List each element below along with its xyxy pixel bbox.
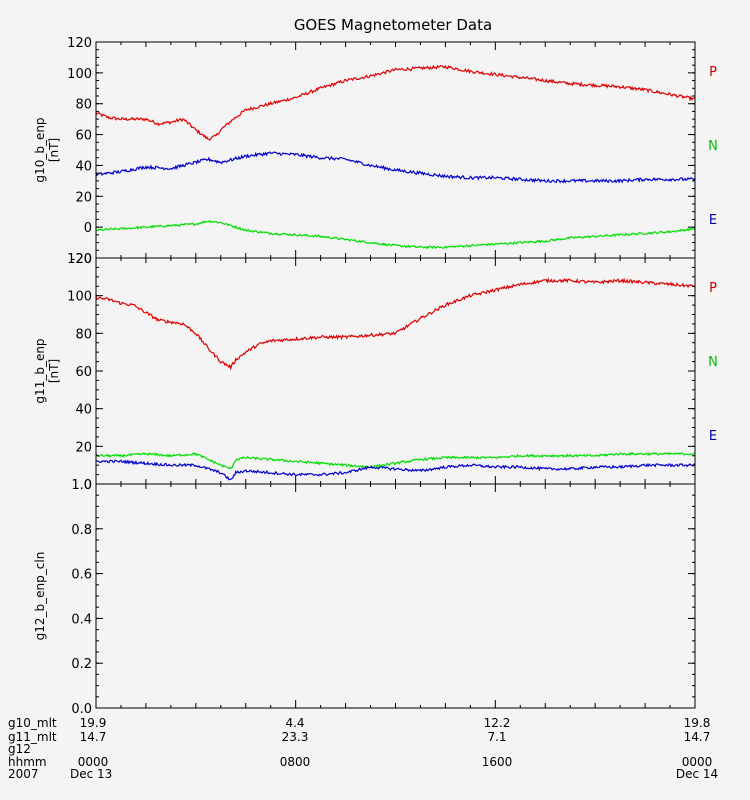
legend-e: E — [709, 213, 717, 228]
panel-frame — [95, 257, 696, 485]
footer-value: 19.8 — [684, 716, 711, 730]
footer-value: 0000 — [78, 755, 109, 769]
y-tick-label: 40 — [75, 159, 92, 174]
y-tick-label: 100 — [67, 290, 92, 305]
legend-p: P — [709, 65, 717, 80]
y-tick-label: 0.4 — [71, 612, 92, 627]
footer-value: 0800 — [280, 755, 311, 769]
footer-value: 23.3 — [282, 730, 309, 744]
footer-row-label: 2007 — [8, 767, 39, 781]
series-line-n — [95, 451, 696, 470]
footer-value: Dec 14 — [676, 767, 718, 781]
footer-value: 1600 — [482, 755, 513, 769]
y-axis-label: g11_b_enp — [33, 338, 47, 403]
y-tick-label: 0 — [84, 478, 92, 493]
y-tick-label: 1.0 — [71, 478, 92, 493]
y-tick-label: 120 — [67, 252, 92, 267]
y-tick-label: 0.8 — [71, 523, 92, 538]
legend-n: N — [708, 355, 718, 370]
y-tick-label: 0 — [84, 221, 92, 236]
panel-3: 0.0 0.2 0.4 0.6 0.8 1.0 g12_b_enp_cln — [33, 478, 696, 717]
footer-value: 4.4 — [285, 716, 304, 730]
time-axis-footer: g10_mlt 19.9 4.4 12.2 19.8 g11_mlt 14.7 23.3 7.1… — [8, 716, 718, 781]
footer-value: Dec 13 — [70, 767, 112, 781]
footer-value: 19.9 — [80, 716, 107, 730]
y-tick-label: 0.6 — [71, 568, 92, 583]
footer-row-label: hhmm — [8, 755, 47, 769]
y-tick-label: 100 — [67, 67, 92, 82]
series-line-e — [95, 151, 696, 184]
footer-row-label: g12 — [8, 742, 31, 756]
footer-value: 14.7 — [684, 730, 711, 744]
footer-value: 14.7 — [80, 730, 107, 744]
y-tick-label: 80 — [75, 98, 92, 113]
y-axis-units: [nT] — [47, 138, 61, 162]
y-axis-label: g10_b_enp — [33, 117, 47, 182]
footer-value: 0000 — [682, 755, 713, 769]
y-tick-label: 20 — [75, 190, 92, 205]
footer-row-label: g11_mlt — [8, 730, 57, 744]
y-tick-label: -20 — [71, 252, 92, 267]
legend-e: E — [709, 429, 717, 444]
series-line-p — [95, 64, 696, 141]
panel-frame — [95, 41, 696, 259]
footer-row-label: g10_mlt — [8, 716, 57, 730]
y-tick-label: 20 — [75, 440, 92, 455]
y-tick-label: 120 — [67, 36, 92, 51]
footer-value: 12.2 — [484, 716, 511, 730]
y-axis-units: [nT] — [47, 359, 61, 383]
y-tick-label: 40 — [75, 403, 92, 418]
footer-value: 7.1 — [487, 730, 506, 744]
y-tick-label: 60 — [75, 129, 92, 144]
y-tick-label: 60 — [75, 365, 92, 380]
panel-frame — [95, 483, 696, 709]
legend-n: N — [708, 139, 718, 154]
legend-p: P — [709, 281, 717, 296]
chart-title: GOES Magnetometer Data — [294, 16, 492, 34]
y-tick-label: 80 — [75, 327, 92, 342]
series-line-n — [95, 219, 696, 250]
series-line-p — [95, 277, 696, 371]
panel-1: -20 0 20 40 60 80 100 120 g10_b_enp [nT] P N E — [33, 36, 718, 267]
series-line-e — [95, 459, 696, 481]
panel-2: 0 20 40 60 80 100 120 g11_b_enp [nT] P N E — [33, 252, 718, 493]
y-tick-label: 0.2 — [71, 657, 92, 672]
y-tick-label: 0.0 — [71, 702, 92, 717]
y-axis-label: g12_b_enp_cln — [33, 552, 47, 641]
